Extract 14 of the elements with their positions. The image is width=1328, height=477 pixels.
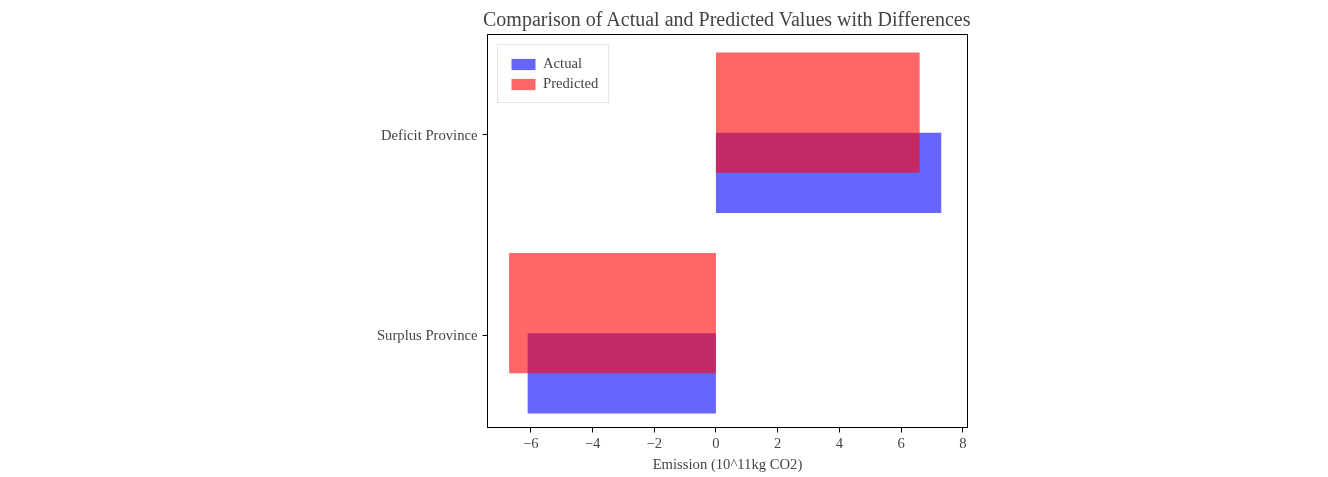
x-tick-label: 6 <box>897 434 905 451</box>
x-tick-label: 8 <box>959 434 967 451</box>
y-tick-label: Deficit Province <box>381 126 478 143</box>
x-tick-label: 4 <box>835 434 844 451</box>
chart-title: Comparison of Actual and Predicted Values with Differences <box>483 7 971 31</box>
x-axis-title: Emission (10^11kg CO2) <box>652 455 803 473</box>
x-tick-label: −4 <box>584 434 601 451</box>
x-tick-label: −2 <box>646 434 662 451</box>
legend-label: Actual <box>543 55 583 72</box>
legend-label: Predicted <box>543 75 599 92</box>
x-tick-label: 2 <box>774 434 782 451</box>
x-tick-label: −6 <box>522 434 539 451</box>
y-tick-label: Surplus Province <box>376 327 478 344</box>
x-tick-label: 0 <box>712 434 720 451</box>
